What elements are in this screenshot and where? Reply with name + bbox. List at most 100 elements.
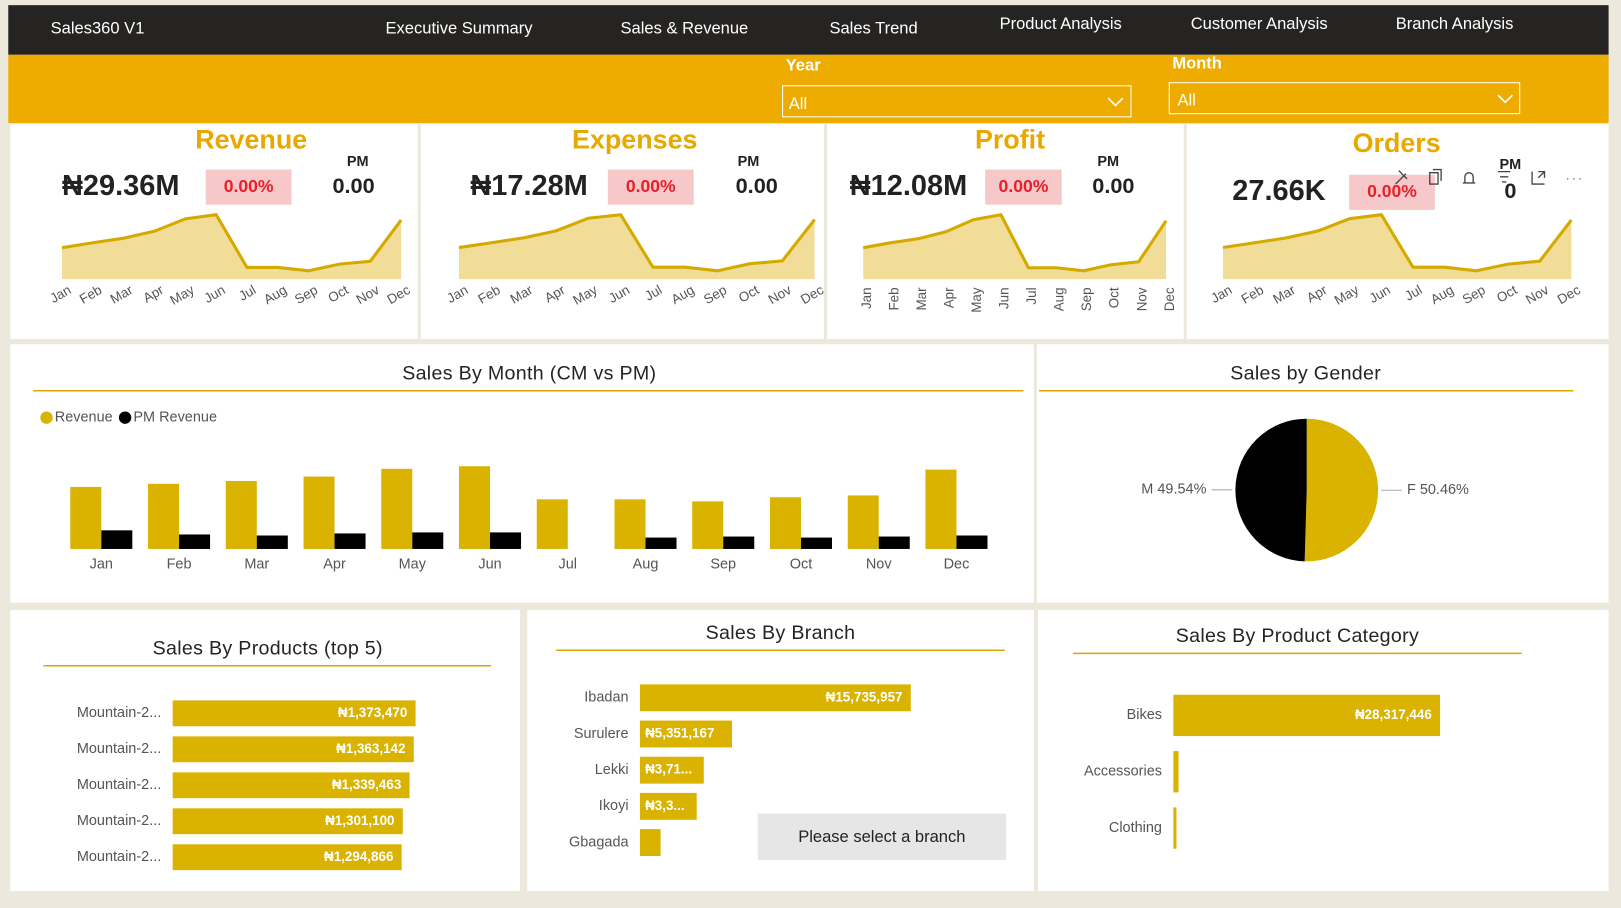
toolbar-icon[interactable] <box>1531 170 1546 185</box>
value-label: ₦28,317,446 <box>1355 707 1432 722</box>
x-tick-label: Apr <box>323 556 346 572</box>
x-tick-label: Aug <box>633 556 659 572</box>
trend-line <box>61 213 403 273</box>
change-box <box>607 169 694 205</box>
panel <box>1037 609 1609 892</box>
bar <box>172 844 402 871</box>
month-label: Mar <box>914 287 929 311</box>
pie-slice <box>1235 418 1307 562</box>
toolbar-icon[interactable] <box>1395 170 1408 185</box>
pm-label: PM <box>1500 157 1522 173</box>
x-tick-label: Oct <box>790 556 813 572</box>
month-label: Oct <box>1107 287 1122 308</box>
toolbar-icon[interactable] <box>1497 170 1511 183</box>
pm-label: PM <box>1097 154 1119 170</box>
month-label: Feb <box>886 287 901 310</box>
bar <box>381 468 413 549</box>
trend-area <box>62 214 402 280</box>
brand: Sales360 V1 <box>51 18 145 37</box>
kpi-value: ₦17.28M <box>470 170 587 202</box>
month-label: Sep <box>1079 287 1094 311</box>
bar <box>172 808 403 835</box>
filter-value[interactable]: All <box>789 94 807 113</box>
month-label: Jul <box>236 282 258 304</box>
y-tick-label: Lekki <box>595 762 629 778</box>
bar <box>639 684 911 712</box>
button-label[interactable]: Please select a branch <box>798 827 965 846</box>
bar <box>614 499 646 549</box>
kpi-value: 27.66K <box>1232 175 1325 207</box>
bar <box>172 700 416 727</box>
bar <box>800 537 833 549</box>
nav-item[interactable]: Sales & Revenue <box>621 18 749 37</box>
y-tick-label: Accessories <box>1084 764 1162 780</box>
chart-title: Sales By Product Category <box>1176 625 1419 647</box>
bar <box>70 486 102 549</box>
kpi-card <box>1186 124 1609 340</box>
toolbar-icon[interactable] <box>1462 171 1476 184</box>
pm-value: 0 <box>1504 178 1516 203</box>
bar <box>956 535 988 549</box>
x-tick-label: Jan <box>90 556 113 572</box>
pm-label: PM <box>738 154 760 170</box>
trend-line <box>458 213 816 273</box>
month-label: Jan <box>859 287 874 309</box>
nav-item[interactable]: Executive Summary <box>386 18 534 37</box>
value-label: ₦1,373,470 <box>338 705 407 720</box>
month-label: Dec <box>1162 287 1177 311</box>
panel <box>10 344 1034 603</box>
legend-label: PM Revenue <box>133 409 217 425</box>
year-dropdown[interactable] <box>782 85 1132 118</box>
bar <box>303 476 335 549</box>
y-tick-label: Surulere <box>574 726 629 742</box>
month-dropdown[interactable] <box>1168 82 1521 115</box>
x-tick-label: Sep <box>710 556 736 572</box>
month-label: Jun <box>997 287 1012 309</box>
kpi-title: Revenue <box>195 125 307 155</box>
bar <box>536 499 568 549</box>
x-tick-label: Mar <box>244 556 269 572</box>
toolbar-icon[interactable] <box>1429 168 1442 185</box>
chevron <box>1107 97 1124 107</box>
kpi-change: 0.00% <box>224 176 274 196</box>
month-label: Aug <box>1052 287 1067 311</box>
y-tick-label: Mountain-2... <box>77 849 161 865</box>
pie-label: F 50.46% <box>1407 482 1469 498</box>
value-label: ₦1,339,463 <box>332 777 401 792</box>
bar <box>847 495 879 549</box>
chart-title: Sales By Products (top 5) <box>153 637 383 659</box>
legend-dot <box>40 411 53 424</box>
nav-item[interactable]: Sales Trend <box>829 18 917 37</box>
bar <box>639 792 697 820</box>
bar <box>1173 807 1177 849</box>
bar <box>639 829 661 856</box>
filter-value[interactable]: All <box>1177 91 1195 110</box>
trend-line <box>1222 213 1573 273</box>
bar <box>1173 751 1179 793</box>
kpi-title: Orders <box>1353 128 1441 158</box>
bar <box>256 535 288 549</box>
nav-item[interactable]: Branch Analysis <box>1396 14 1514 33</box>
x-tick-label: Feb <box>167 556 192 572</box>
bar <box>225 480 257 549</box>
x-tick-label: Jul <box>559 556 578 572</box>
kpi-title: Expenses <box>572 125 697 155</box>
x-tick-label: Dec <box>944 556 970 572</box>
month-label: Jul <box>1402 282 1424 304</box>
change-box <box>205 169 292 205</box>
kpi-change: 0.00% <box>1367 181 1417 201</box>
branch-button[interactable] <box>757 813 1006 861</box>
nav-item[interactable]: Product Analysis <box>1000 14 1122 33</box>
y-tick-label: Mountain-2... <box>77 741 161 757</box>
bar <box>692 501 724 549</box>
chart-title: Sales By Branch <box>706 622 856 644</box>
bar <box>490 532 522 549</box>
nav-item[interactable]: Customer Analysis <box>1191 14 1328 33</box>
legend-dot <box>118 411 132 424</box>
pie-label: M 49.54% <box>1141 482 1206 498</box>
bar <box>412 532 444 549</box>
value-label: ₦1,363,142 <box>336 741 405 756</box>
y-tick-label: Gbagada <box>569 834 629 850</box>
x-tick-label: Nov <box>866 556 892 572</box>
month-label: May <box>969 287 984 313</box>
